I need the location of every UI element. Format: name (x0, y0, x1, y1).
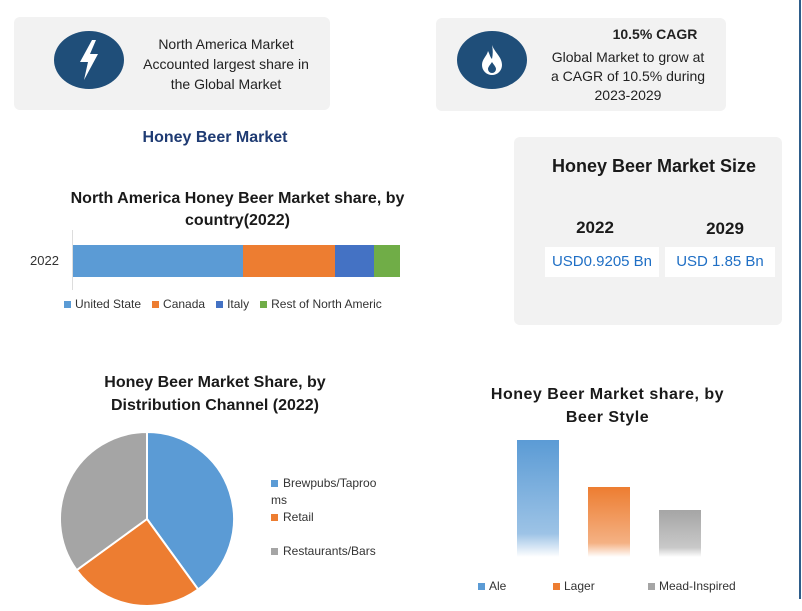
text-line: Global Market to grow at (551, 49, 705, 65)
legend-item: Lager (553, 579, 595, 593)
legend-swatch (648, 582, 655, 590)
text-line: 2023-2029 (594, 87, 662, 103)
legend-swatch (260, 300, 268, 308)
legend-label: Restaurants/Bars (283, 544, 376, 558)
legend-label: Brewpubs/Taproo ms (271, 476, 377, 507)
legend-swatch (216, 300, 224, 308)
legend-item: Ale (478, 579, 506, 593)
legend-item: Italy (216, 296, 249, 312)
legend-swatch (271, 548, 278, 555)
bar-segment-0 (73, 245, 244, 277)
bar-lager (588, 486, 630, 557)
pie-chart (59, 430, 235, 607)
legend-swatch (271, 514, 278, 521)
value-2029: USD 1.85 Bn (665, 247, 775, 277)
country-legend: United State Canada Italy Rest of North Ame… (64, 296, 400, 312)
page-title: Honey Beer Market (142, 129, 288, 146)
bar-segment-2 (334, 245, 374, 277)
lightning-icon (54, 31, 124, 89)
pie-chart-title: Honey Beer Market Share, by Distribution… (104, 374, 326, 414)
value-2022: USD0.9205 Bn (545, 247, 659, 277)
text-line: Accounted largest share in (143, 56, 309, 72)
stacked-bar (73, 245, 400, 277)
bar-mead-inspired (659, 510, 701, 557)
legend-swatch (64, 300, 71, 308)
style-chart-title: Honey Beer Market share, by Beer Style (490, 386, 725, 426)
legend-item: United State (64, 296, 141, 312)
year-2022: 2022 (576, 218, 614, 237)
y-axis-line (72, 230, 73, 290)
bar-segment-3 (373, 245, 400, 277)
legend-item: Canada (152, 296, 205, 312)
text-line: a CAGR of 10.5% during (550, 68, 706, 84)
legend-label: Retail (283, 510, 314, 524)
flame-icon (457, 31, 527, 89)
legend-label: Lager (564, 579, 595, 593)
bar-ale (517, 440, 559, 557)
legend-swatch (271, 480, 278, 487)
category-label-2022: 2022 (30, 253, 59, 268)
country-chart-title: North America Honey Beer Market share, b… (70, 190, 405, 229)
legend-label: United State (75, 297, 142, 311)
legend-label: Rest of North Americ (271, 297, 382, 311)
legend-item: Mead-Inspired (648, 579, 736, 593)
legend-item: Retail (271, 509, 386, 526)
market-size-card (514, 137, 782, 325)
text-line: North America Market (158, 36, 294, 52)
legend-item: Brewpubs/Taproo ms (271, 475, 386, 509)
legend-item: Rest of North Americ (260, 296, 382, 312)
legend-swatch (478, 582, 485, 590)
legend-item: Restaurants/Bars (271, 543, 386, 560)
legend-swatch (152, 300, 160, 308)
legend-label: Ale (489, 579, 507, 593)
year-2029: 2029 (706, 219, 744, 238)
frame-border (799, 0, 801, 599)
bar-segment-1 (243, 245, 335, 277)
market-size-title: Honey Beer Market Size (551, 156, 757, 176)
legend-label: Italy (227, 297, 250, 311)
legend-label: Mead-Inspired (659, 579, 736, 593)
legend-swatch (553, 582, 560, 590)
pie-slice-2 (59, 430, 148, 572)
legend-label: Canada (163, 297, 206, 311)
cagr-heading: 10.5% CAGR (612, 26, 698, 42)
cagr-text: Global Market to grow at a CAGR of 10.5%… (538, 48, 718, 105)
north-america-text: North America Market Accounted largest s… (128, 34, 324, 94)
pie-slice-0 (146, 430, 235, 591)
text-line: the Global Market (170, 76, 282, 92)
